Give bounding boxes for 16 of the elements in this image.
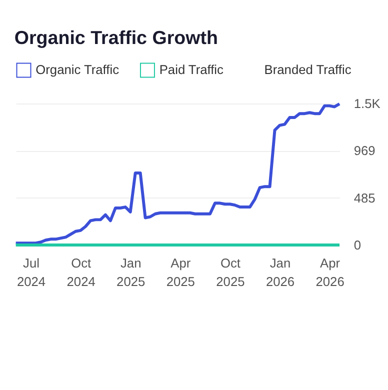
y-tick-label: 1.5K	[354, 96, 381, 111]
text: Branded Traffic	[264, 62, 352, 78]
x-tick-label: Oct 2024	[66, 255, 96, 290]
y-tick-label: 485	[354, 190, 376, 206]
legend-label: Organic Traffic	[36, 62, 120, 78]
x-tick-label: Apr 2025	[166, 255, 195, 290]
chart-title: Organic Traffic Growth	[14, 27, 218, 48]
line-series	[14, 102, 341, 245]
x-tick-label: Jul 2024	[16, 255, 46, 290]
y-tick-label: 0	[354, 237, 362, 252]
legend-label: Paid Traffic	[159, 62, 224, 78]
x-tick-label: Jan 2026	[266, 255, 295, 290]
x-tick-label: Oct 2025	[216, 255, 245, 290]
x-tick-label: Jan 2025	[116, 255, 146, 290]
x-tick-label: Apr 2026	[316, 255, 344, 290]
y-tick-label: 969	[354, 143, 376, 158]
